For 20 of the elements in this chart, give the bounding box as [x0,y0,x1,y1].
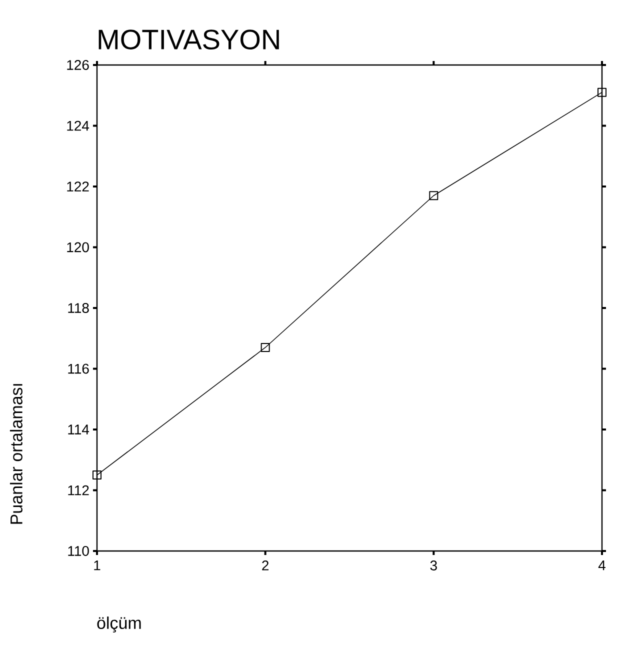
y-tick-label: 116 [68,364,89,374]
y-tick-label: 122 [67,182,89,192]
x-tick-label: 1 [94,560,100,570]
x-tick-label: 4 [598,560,606,570]
x-tick-label: 3 [430,560,437,570]
y-axis-title: Puanlar ortalaması [10,384,22,524]
y-tick-label: 120 [67,242,89,252]
x-axis-title: ölçüm [97,616,141,632]
y-tick-label: 118 [68,303,89,313]
y-tick-label: 110 [68,546,89,556]
y-tick-label: 114 [68,424,90,434]
point [597,88,606,97]
chart-title: MOTIVASYON [98,30,279,50]
point [429,191,438,200]
point [92,470,102,480]
point [260,342,270,352]
x-tick-label: 2 [262,560,269,570]
y-tick-label: 112 [68,485,89,496]
y-tick-label: 126 [67,60,89,70]
y-tick-label: 124 [67,120,90,131]
